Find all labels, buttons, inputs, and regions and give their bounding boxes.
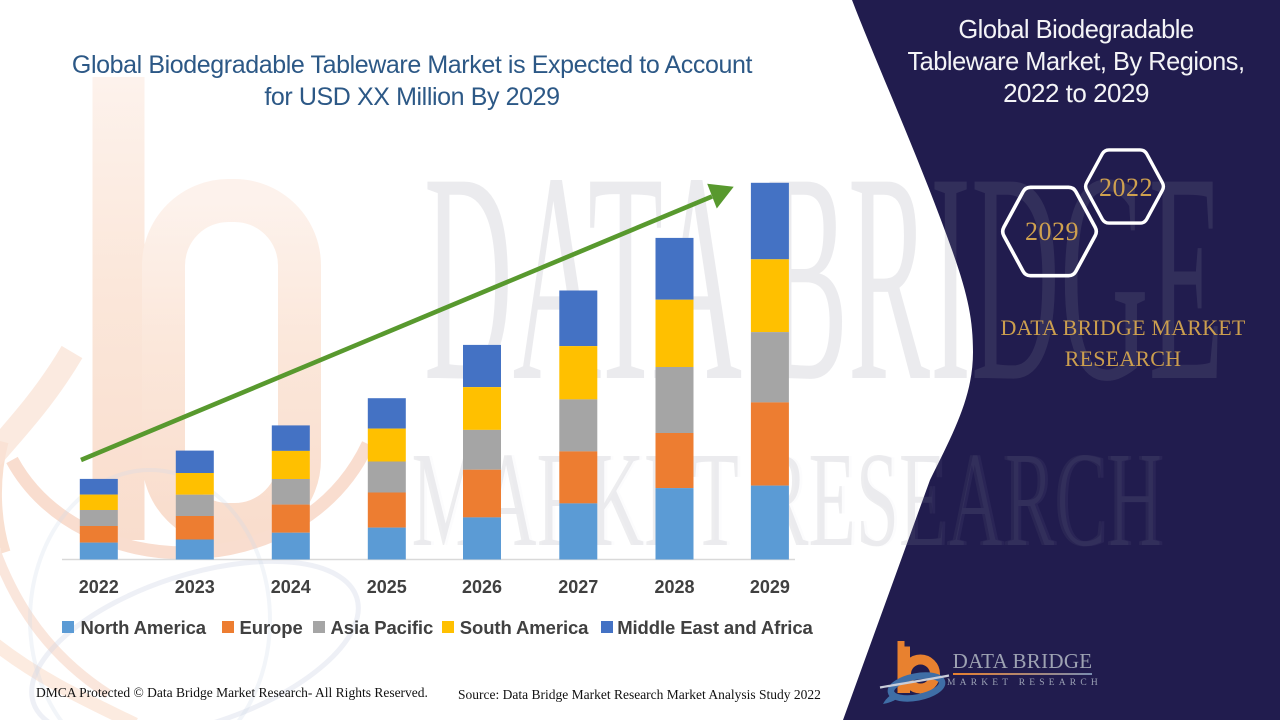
svg-text:DATA BRIDGE: DATA BRIDGE — [424, 111, 1224, 443]
svg-text:MARKET RESEARCH: MARKET RESEARCH — [414, 423, 1164, 574]
svg-text:DATA BRIDGE: DATA BRIDGE — [424, 111, 1224, 443]
